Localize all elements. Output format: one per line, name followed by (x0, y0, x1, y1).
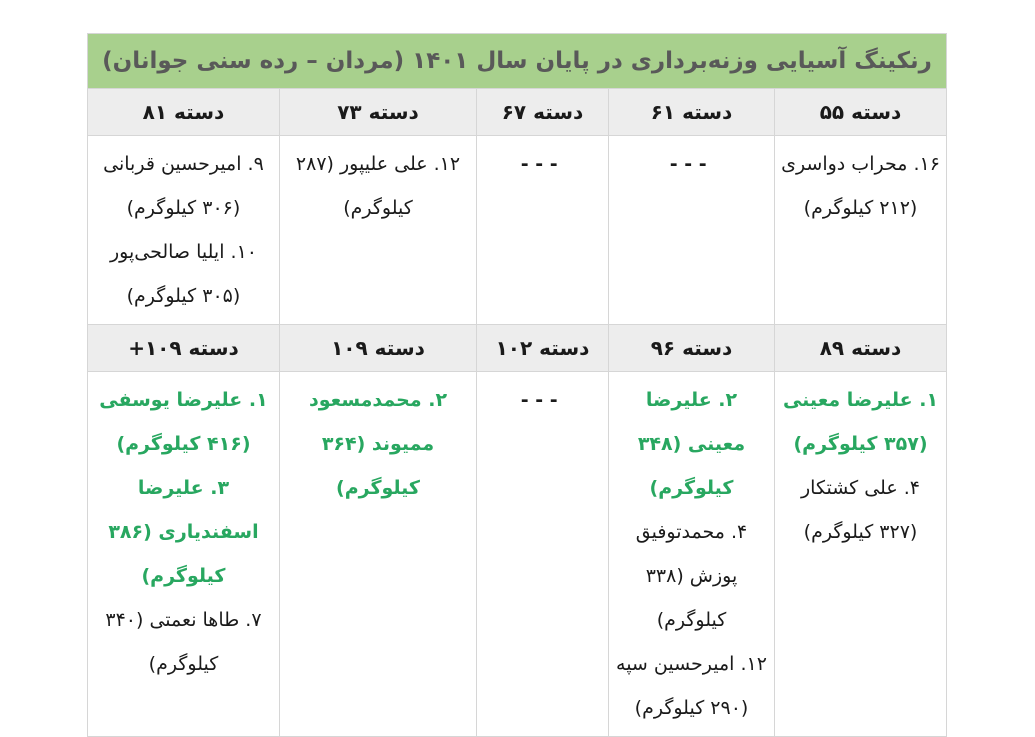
empty-entry: --- (669, 153, 714, 175)
athlete-entry-highlighted: ۱. علیرضا معینی (۳۵۷ کیلوگرم) (782, 389, 939, 455)
column-header-weight-109plus: دسته ۱۰۹+ (86, 324, 281, 372)
cell-weight-67: --- (476, 135, 609, 325)
athlete-entry-highlighted: ۲. علیرضا معینی (۳۴۸ کیلوگرم) (637, 389, 746, 499)
athlete-entry: ۱۶. محراب دواسری (۲۱۲ کیلوگرم) (781, 153, 940, 219)
data-row-2: ۱. علیرضا معینی (۳۵۷ کیلوگرم) ۴. علی کشت… (86, 371, 947, 737)
cell-weight-73: ۱۲. علی علیپور (۲۸۷ کیلوگرم) (279, 135, 477, 325)
column-header-weight-55: دسته ۵۵ (774, 88, 947, 136)
column-header-weight-109: دسته ۱۰۹ (279, 324, 477, 372)
column-header-weight-61: دسته ۶۱ (608, 88, 775, 136)
athlete-entry: ۴. محمدتوفیق پوزش (۳۳۸ کیلوگرم) (635, 521, 748, 631)
empty-entry: --- (520, 389, 565, 411)
category-header-row-2: دسته ۸۹ دسته ۹۶ دسته ۱۰۲ دسته ۱۰۹ دسته ۱… (86, 324, 947, 372)
cell-weight-89: ۱. علیرضا معینی (۳۵۷ کیلوگرم) ۴. علی کشت… (774, 371, 947, 737)
athlete-entry: ۷. طاها نعمتی (۳۴۰ کیلوگرم) (105, 609, 262, 675)
table-title: رنکینگ آسیایی وزنه‌برداری در پایان سال ۱… (86, 33, 948, 89)
column-header-weight-89: دسته ۸۹ (774, 324, 947, 372)
column-header-weight-81: دسته ۸۱ (86, 88, 281, 136)
category-header-row-1: دسته ۵۵ دسته ۶۱ دسته ۶۷ دسته ۷۳ دسته ۸۱ (86, 88, 947, 136)
column-header-weight-102: دسته ۱۰۲ (476, 324, 609, 372)
column-header-weight-67: دسته ۶۷ (476, 88, 609, 136)
athlete-entry-highlighted: ۳. علیرضا اسفندیاری (۳۸۶ کیلوگرم) (108, 477, 259, 587)
athlete-entry: ۱۲. علی علیپور (۲۸۷ کیلوگرم) (295, 153, 461, 219)
cell-weight-109plus: ۱. علیرضا یوسفی (۴۱۶ کیلوگرم) ۳. علیرضا … (86, 371, 281, 737)
cell-weight-109: ۲. محمدمسعود ممیوند (۳۶۴ کیلوگرم) (279, 371, 477, 737)
weightlifting-ranking-table: رنکینگ آسیایی وزنه‌برداری در پایان سال ۱… (86, 33, 948, 737)
column-header-weight-73: دسته ۷۳ (279, 88, 477, 136)
cell-weight-102: --- (476, 371, 609, 737)
cell-weight-96: ۲. علیرضا معینی (۳۴۸ کیلوگرم) ۴. محمدتوف… (608, 371, 775, 737)
cell-weight-81: ۹. امیرحسین قربانی (۳۰۶ کیلوگرم) ۱۰. ایل… (86, 135, 281, 325)
athlete-entry: ۱۲. امیرحسین سپه (۲۹۰ کیلوگرم) (616, 653, 767, 719)
column-header-weight-96: دسته ۹۶ (608, 324, 775, 372)
empty-entry: --- (520, 153, 565, 175)
cell-weight-61: --- (608, 135, 775, 325)
athlete-entry-highlighted: ۲. محمدمسعود ممیوند (۳۶۴ کیلوگرم) (308, 389, 448, 499)
ranking-table-container: رنکینگ آسیایی وزنه‌برداری در پایان سال ۱… (86, 33, 948, 737)
athlete-entry-highlighted: ۱. علیرضا یوسفی (۴۱۶ کیلوگرم) (99, 389, 268, 455)
cell-weight-55: ۱۶. محراب دواسری (۲۱۲ کیلوگرم) (774, 135, 947, 325)
data-row-1: ۱۶. محراب دواسری (۲۱۲ کیلوگرم) --- --- ۱… (86, 135, 947, 325)
title-row: رنکینگ آسیایی وزنه‌برداری در پایان سال ۱… (86, 33, 948, 89)
athlete-entry: ۹. امیرحسین قربانی (۳۰۶ کیلوگرم) (103, 153, 264, 219)
athlete-entry: ۴. علی کشتکار (۳۲۷ کیلوگرم) (801, 477, 920, 543)
athlete-entry: ۱۰. ایلیا صالحی‌پور (۳۰۵ کیلوگرم) (109, 241, 257, 307)
